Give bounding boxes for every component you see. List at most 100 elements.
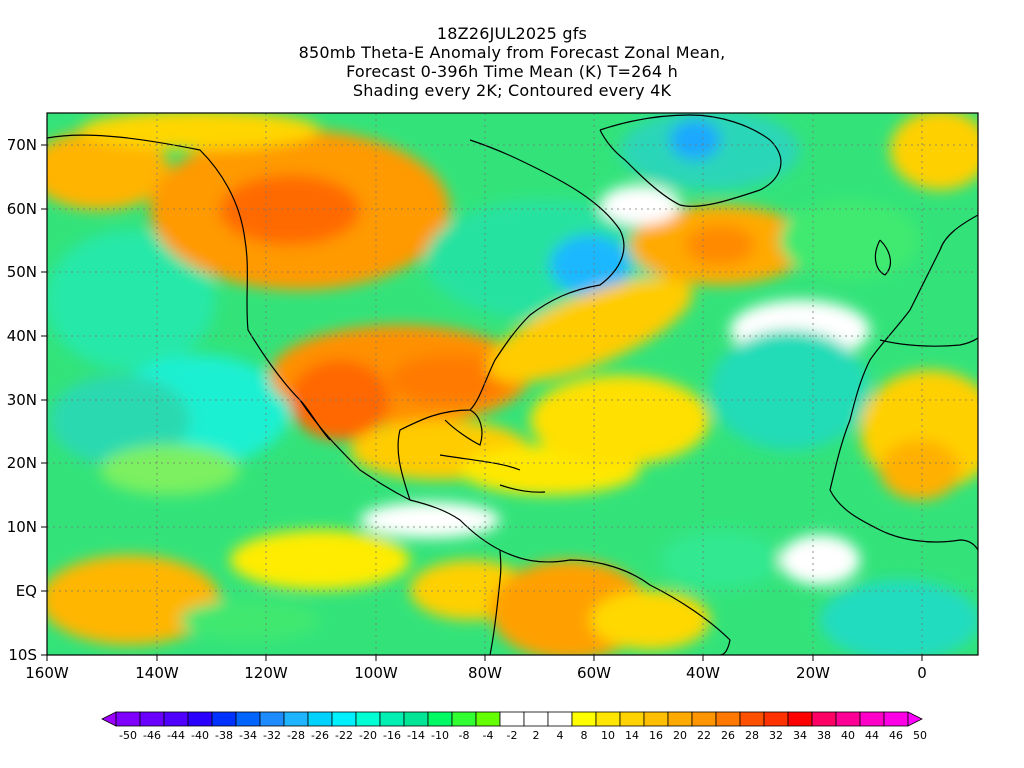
colorbar-swatch — [787, 711, 813, 727]
colorbar-label: 14 — [625, 729, 639, 742]
colorbar-swatch — [451, 711, 477, 727]
colorbar-label: -50 — [119, 729, 137, 742]
lon-label: 160W — [25, 664, 69, 682]
colorbar-swatch — [211, 711, 237, 727]
lon-label: 100W — [354, 664, 398, 682]
colorbar-label: 44 — [865, 729, 879, 742]
lat-label: 40N — [7, 327, 37, 345]
lat-label: 60N — [7, 200, 37, 218]
colorbar-swatch — [115, 711, 141, 727]
colorbar-swatch — [379, 711, 405, 727]
colorbar-label: -34 — [239, 729, 257, 742]
colorbar-label: 50 — [913, 729, 927, 742]
colorbar-label: 38 — [817, 729, 831, 742]
lat-label: 20N — [7, 454, 37, 472]
colorbar-label: -38 — [215, 729, 233, 742]
lat-label: 10N — [7, 518, 37, 536]
lon-label: 60W — [577, 664, 611, 682]
colorbar-label: -40 — [191, 729, 209, 742]
map-title-block: 18Z26JUL2025 gfs 850mb Theta-E Anomaly f… — [0, 24, 1024, 100]
lon-label: 20W — [796, 664, 830, 682]
coastlines — [47, 114, 978, 655]
axis-ticks — [41, 144, 923, 661]
colorbar-swatch — [283, 711, 309, 727]
colorbar-label: 10 — [601, 729, 615, 742]
anomaly-field — [47, 113, 978, 655]
graticule — [47, 113, 978, 655]
lat-label: 10S — [8, 646, 37, 664]
colorbar-swatch — [307, 711, 333, 727]
lon-label: 120W — [244, 664, 288, 682]
map-frame — [46, 112, 979, 656]
colorbar-swatch — [811, 711, 837, 727]
lon-label: 40W — [686, 664, 720, 682]
colorbar-label: 28 — [745, 729, 759, 742]
title-line-variable: 850mb Theta-E Anomaly from Forecast Zona… — [298, 43, 726, 62]
colorbar: -50 -46 -44 -40 -38 -34 -32 -28 -26 -22 -20 -16 -14-… — [101, 711, 927, 742]
colorbar-label: -22 — [335, 729, 353, 742]
lat-label: EQ — [16, 582, 37, 600]
colorbar-swatch — [475, 711, 501, 727]
colorbar-label: -20 — [359, 729, 377, 742]
lat-label: 70N — [7, 136, 37, 154]
colorbar-swatch — [715, 711, 741, 727]
colorbar-high-arrow — [907, 711, 923, 727]
colorbar-label: -28 — [287, 729, 305, 742]
colorbar-label: 40 — [841, 729, 855, 742]
colorbar-label: -8 — [459, 729, 470, 742]
colorbar-swatch — [883, 711, 909, 727]
latitude-labels: 70N 60N 50N 40N 30N 20N 10N EQ 10S — [7, 136, 37, 664]
colorbar-swatch — [595, 711, 621, 727]
longitude-labels: 160W 140W 120W 100W 80W 60W 40W 20W 0 — [25, 664, 927, 682]
colorbar-label: 22 — [697, 729, 711, 742]
colorbar-swatch — [427, 711, 453, 727]
colorbar-swatch — [835, 711, 861, 727]
colorbar-label: 4 — [557, 729, 564, 742]
colorbar-label: -46 — [143, 729, 161, 742]
colorbar-swatch — [763, 711, 789, 727]
colorbar-label: 46 — [889, 729, 903, 742]
colorbar-label: -4 — [483, 729, 494, 742]
title-line-forecast: Forecast 0-396h Time Mean (K) T=264 h — [346, 62, 678, 81]
colorbar-swatch — [667, 711, 693, 727]
colorbar-label: 2 — [533, 729, 540, 742]
colorbar-swatch — [331, 711, 357, 727]
colorbar-label: 20 — [673, 729, 687, 742]
colorbar-swatch — [403, 711, 429, 727]
title-line-run: 18Z26JUL2025 gfs — [436, 24, 588, 43]
colorbar-label: 32 — [769, 729, 783, 742]
colorbar-label: 34 — [793, 729, 807, 742]
colorbar-low-arrow — [101, 711, 117, 727]
colorbar-label: 16 — [649, 729, 663, 742]
colorbar-swatch — [235, 711, 261, 727]
colorbar-label: -16 — [383, 729, 401, 742]
lat-label: 30N — [7, 391, 37, 409]
title-line-shading: Shading every 2K; Contoured every 4K — [352, 81, 672, 100]
colorbar-swatch — [643, 711, 669, 727]
colorbar-swatch — [259, 711, 285, 727]
colorbar-swatch — [547, 711, 573, 727]
colorbar-label: -2 — [507, 729, 518, 742]
colorbar-label: 26 — [721, 729, 735, 742]
colorbar-swatch — [619, 711, 645, 727]
colorbar-swatch — [499, 711, 525, 727]
colorbar-swatch — [571, 711, 597, 727]
lon-label: 140W — [135, 664, 179, 682]
colorbar-swatch — [691, 711, 717, 727]
colorbar-label: 8 — [581, 729, 588, 742]
colorbar-label: -10 — [431, 729, 449, 742]
lon-label: 0 — [917, 664, 927, 682]
colorbar-swatch — [355, 711, 381, 727]
colorbar-swatch — [859, 711, 885, 727]
colorbar-swatch — [163, 711, 189, 727]
colorbar-swatch — [523, 711, 549, 727]
colorbar-label: -44 — [167, 729, 185, 742]
colorbar-swatch — [739, 711, 765, 727]
colorbar-label: -26 — [311, 729, 329, 742]
colorbar-label: -14 — [407, 729, 425, 742]
lat-label: 50N — [7, 263, 37, 281]
colorbar-label: -32 — [263, 729, 281, 742]
colorbar-swatch — [139, 711, 165, 727]
colorbar-swatch — [187, 711, 213, 727]
